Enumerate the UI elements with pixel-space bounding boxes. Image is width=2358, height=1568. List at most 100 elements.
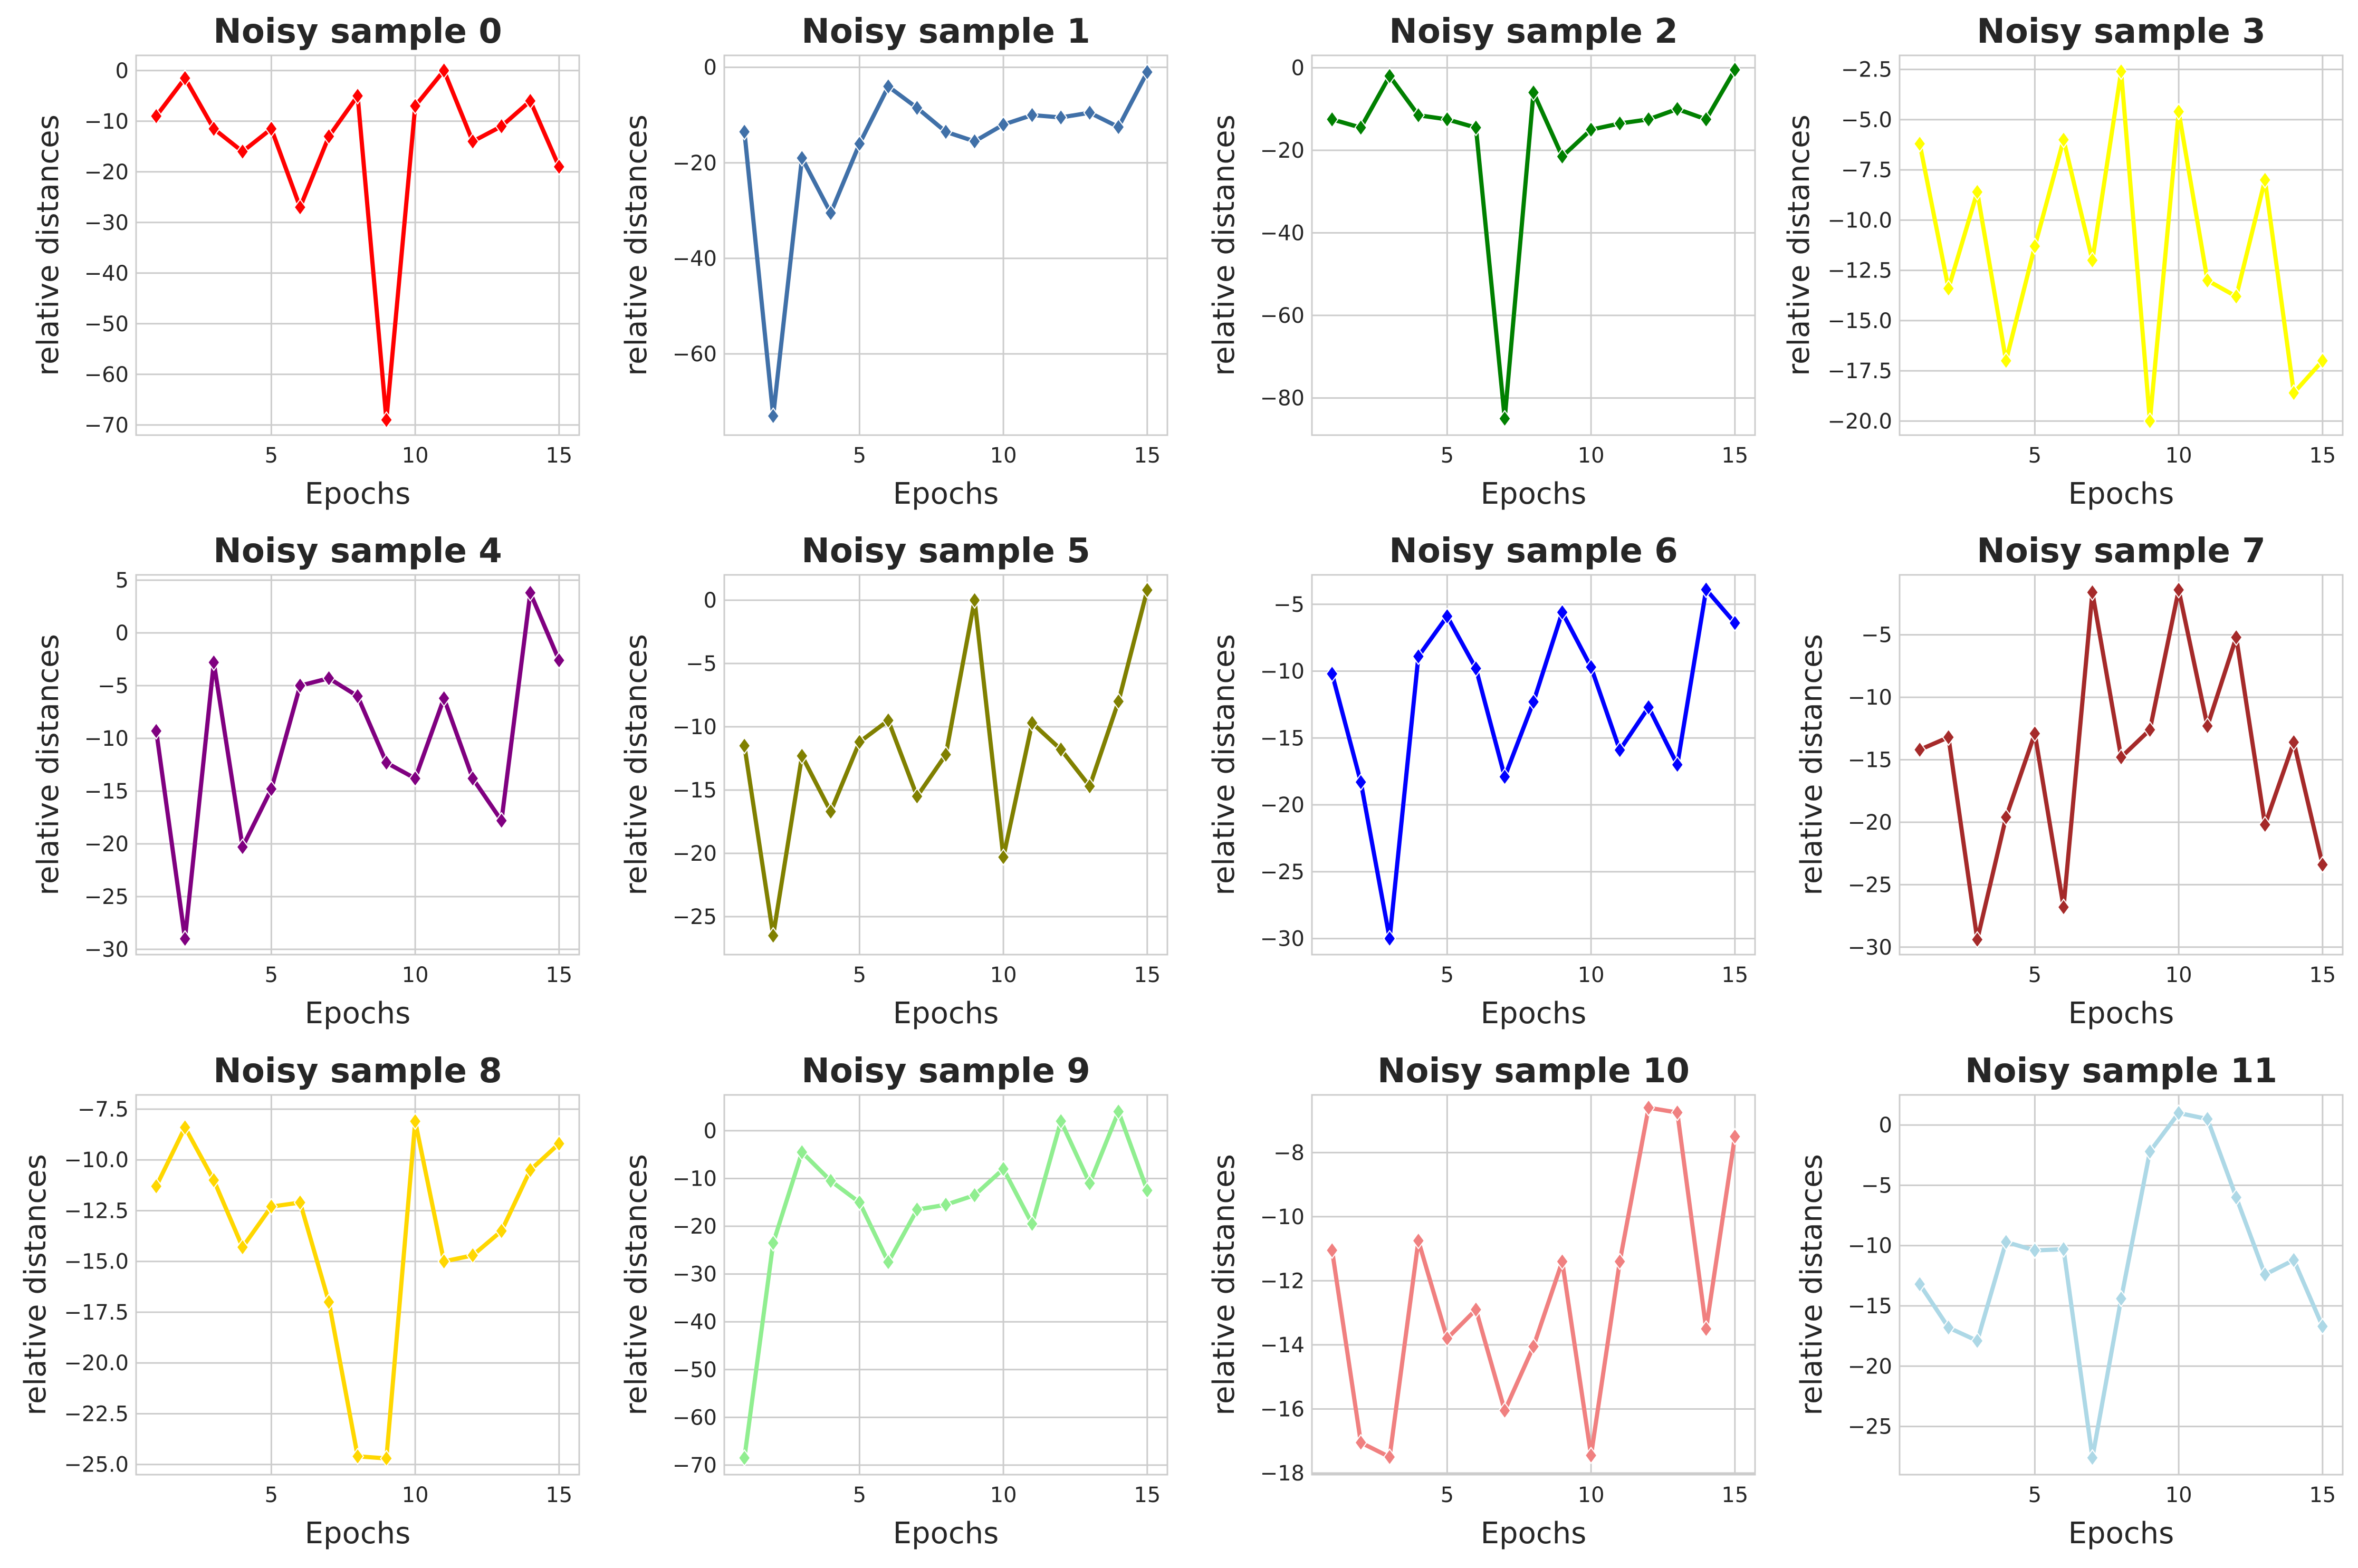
data-point	[2028, 725, 2041, 743]
data-point	[2201, 1110, 2214, 1128]
data-point	[1325, 1241, 1339, 1259]
y-tick-label: 0	[704, 1119, 717, 1143]
data-point	[2057, 131, 2071, 149]
data-point	[178, 930, 191, 948]
data-point	[207, 653, 221, 671]
y-tick-label: 0	[704, 589, 717, 613]
data-point	[2258, 1265, 2271, 1284]
data-point	[1642, 698, 1655, 716]
data-point	[1383, 67, 1396, 85]
data-point	[380, 754, 393, 772]
data-point	[1971, 930, 1984, 949]
data-point	[149, 722, 163, 740]
data-point	[1728, 614, 1742, 632]
data-point	[524, 92, 537, 110]
data-point	[466, 1246, 480, 1264]
data-point	[1913, 134, 1926, 153]
y-tick-label: −15	[1848, 1294, 1892, 1319]
data-point	[1025, 106, 1039, 124]
data-point	[1942, 280, 1955, 297]
chart-title: Noisy sample 11	[1965, 1052, 2277, 1091]
x-tick-label: 10	[402, 963, 429, 987]
data-point	[1112, 1103, 1125, 1121]
data-point	[408, 97, 422, 115]
data-point	[968, 132, 981, 150]
series-line	[1918, 1111, 2325, 1460]
data-point	[1140, 581, 1154, 599]
data-point	[996, 116, 1010, 134]
subplot-4: 5 10 15 5 0 −5 −10 −15 −20 −25 −30 Noisy sample 4 Ep…	[31, 532, 580, 1031]
x-tick-label: 15	[2309, 1483, 2336, 1507]
x-tick-label: 15	[1134, 1483, 1161, 1507]
data-point	[1642, 110, 1655, 128]
data-point	[2229, 1188, 2243, 1206]
data-point	[996, 848, 1010, 866]
data-point	[2229, 628, 2243, 647]
data-point	[351, 687, 365, 705]
data-point	[2086, 251, 2099, 270]
x-tick-label: 15	[2309, 963, 2336, 987]
y-tick-label: 0	[116, 59, 129, 83]
data-point	[437, 1253, 450, 1271]
plot-frame	[1311, 54, 1756, 436]
data-point	[737, 1449, 751, 1467]
data-point	[2258, 815, 2271, 834]
data-point	[1112, 692, 1125, 710]
y-axis-label: relative distances	[1795, 634, 1829, 896]
y-tick-label: −12.5	[1827, 259, 1892, 283]
plot-frame	[723, 574, 1168, 956]
y-tick-label: 5	[116, 569, 129, 593]
y-tick-label: −5	[1273, 593, 1305, 617]
x-axis-label: Epochs	[2068, 996, 2174, 1031]
y-tick-label: −25	[1260, 860, 1305, 884]
x-tick-label: 10	[2165, 1483, 2192, 1507]
x-tick-label: 10	[990, 963, 1017, 987]
data-point	[853, 733, 866, 751]
data-point	[1054, 1112, 1068, 1130]
x-tick-label: 15	[1721, 1483, 1748, 1507]
y-tick-label: −16	[1260, 1397, 1305, 1421]
y-tick-label: −80	[1260, 387, 1305, 411]
y-axis-label: relative distances	[31, 634, 65, 896]
data-point	[2114, 748, 2128, 766]
data-point	[766, 1234, 780, 1252]
data-point	[1441, 1330, 1454, 1348]
data-point	[1054, 740, 1068, 758]
y-tick-label: −12	[1260, 1269, 1305, 1293]
y-tick-label: −20	[84, 832, 129, 857]
data-point	[2258, 171, 2271, 189]
y-tick-label: −7.5	[1841, 158, 1892, 182]
series-line	[742, 1109, 1149, 1458]
y-axis-label: relative distances	[1207, 634, 1241, 896]
data-point	[236, 838, 250, 856]
data-point	[1728, 1128, 1742, 1146]
chart-title: Noisy sample 10	[1377, 1052, 1690, 1091]
y-axis-label: relative distances	[619, 1154, 654, 1416]
y-tick-label: −17.5	[1827, 359, 1892, 383]
y-tick-label: −10	[84, 727, 129, 751]
y-tick-label: −25	[84, 885, 129, 909]
data-point	[939, 1196, 953, 1214]
data-point	[2172, 102, 2186, 121]
data-point	[178, 69, 191, 87]
y-tick-label: −40	[84, 262, 129, 286]
data-point	[351, 1447, 365, 1466]
y-axis-label: relative distances	[1782, 114, 1816, 376]
x-axis-label: Epochs	[893, 477, 999, 511]
data-point	[1942, 1319, 1955, 1336]
data-point	[1412, 647, 1425, 666]
data-point	[766, 407, 780, 425]
data-point	[795, 747, 809, 765]
data-point	[2316, 1317, 2330, 1335]
data-point	[1527, 1338, 1540, 1355]
data-point	[1613, 741, 1626, 759]
y-tick-label: 0	[704, 56, 717, 80]
data-point	[1354, 1434, 1367, 1451]
subplot-0: 5 10 15 0 −10 −20 −30 −40 −50 −60 −70 Noisy sample …	[31, 12, 580, 511]
y-tick-label: −25	[673, 905, 717, 929]
x-tick-label: 10	[402, 444, 429, 468]
subplot-11: 5 10 15 0 −5 −10 −15 −20 −25 Noisy sample 11 Epoch…	[1795, 1052, 2344, 1551]
x-tick-label: 5	[2028, 444, 2041, 468]
y-tick-label: −20	[84, 160, 129, 185]
